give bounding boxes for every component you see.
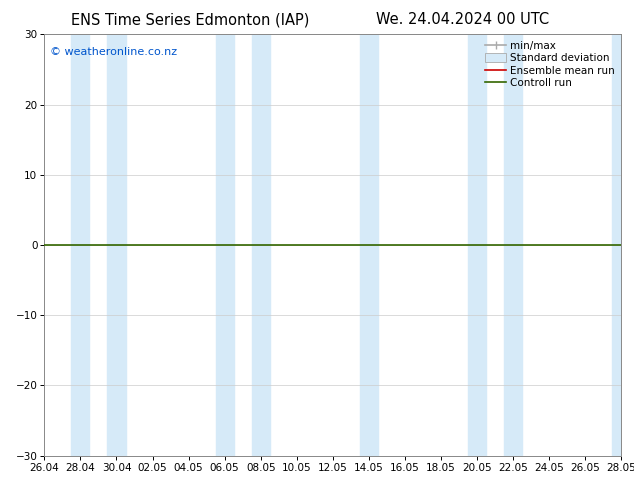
Bar (360, 34, 378, 456)
Bar (72, 34, 89, 456)
Legend: min/max, Standard deviation, Ensemble mean run, Controll run: min/max, Standard deviation, Ensemble me… (482, 37, 618, 92)
Bar (252, 34, 269, 456)
Bar (108, 34, 126, 456)
Text: We. 24.04.2024 00 UTC: We. 24.04.2024 00 UTC (376, 12, 550, 27)
Bar (468, 34, 486, 456)
Bar (612, 34, 621, 456)
Bar (504, 34, 522, 456)
Bar (216, 34, 234, 456)
Text: © weatheronline.co.nz: © weatheronline.co.nz (50, 47, 178, 57)
Text: ENS Time Series Edmonton (IAP): ENS Time Series Edmonton (IAP) (71, 12, 309, 27)
